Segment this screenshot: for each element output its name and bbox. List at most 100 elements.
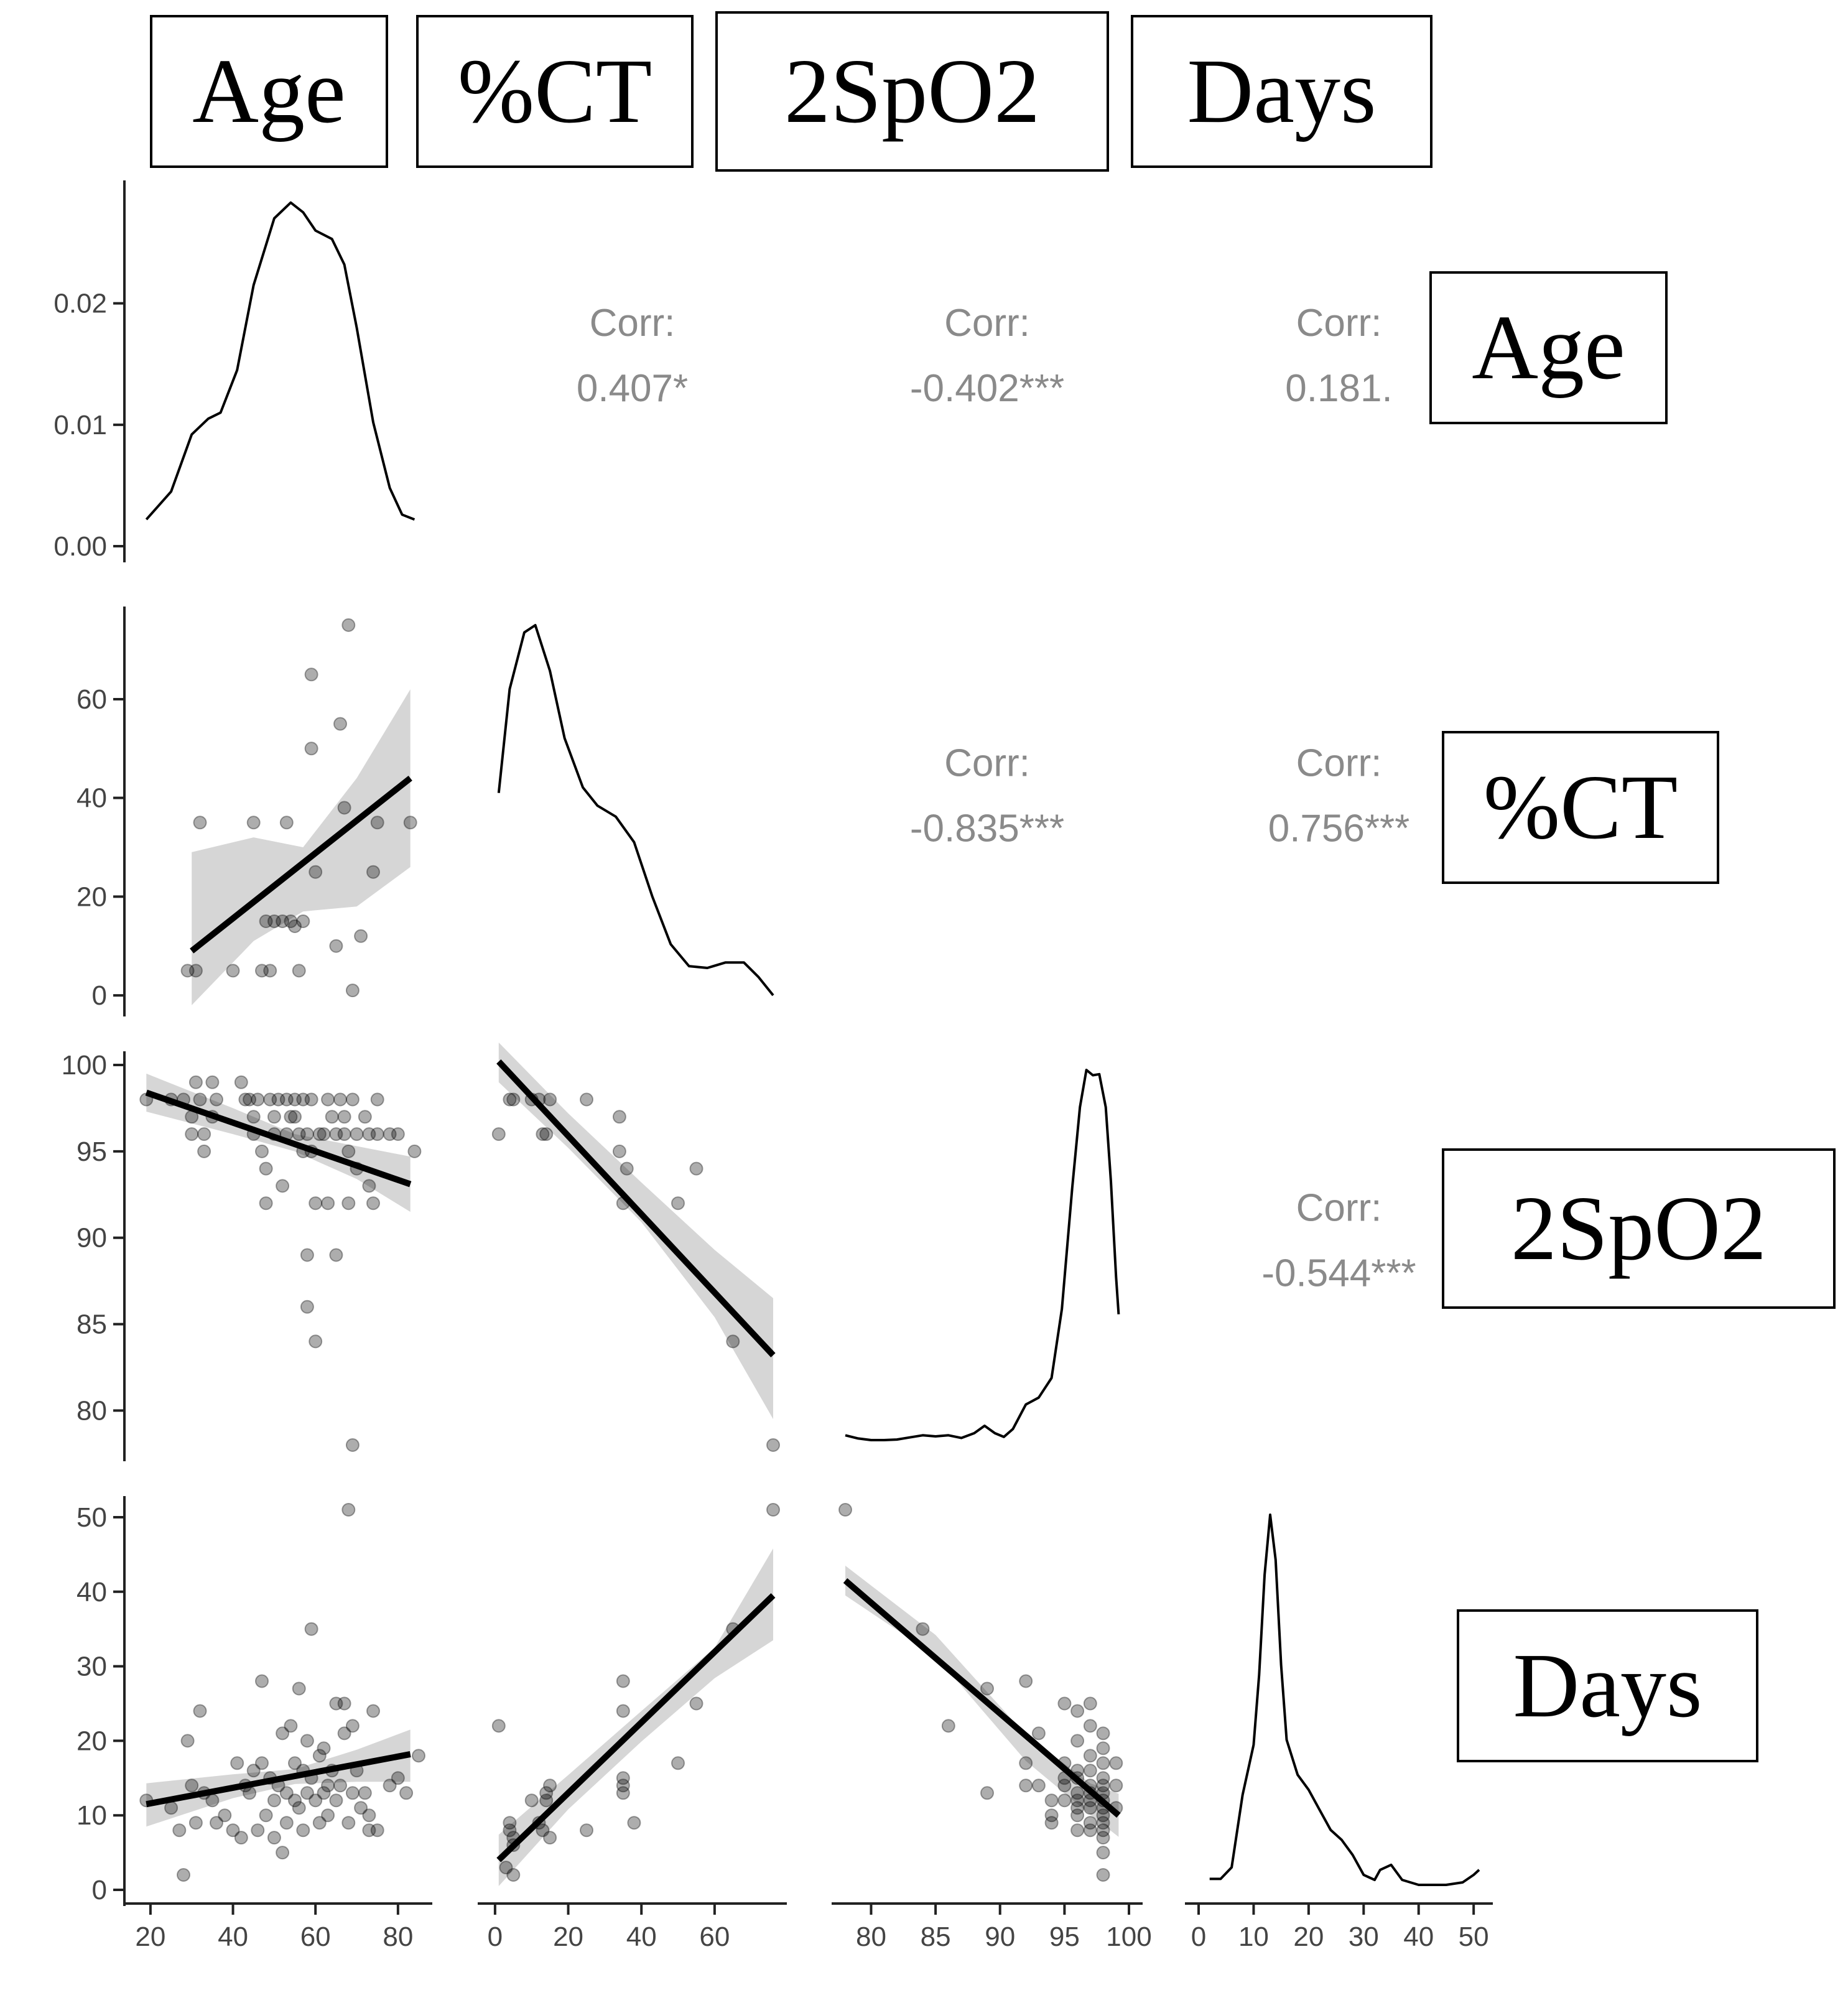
regression-line: [146, 1751, 411, 1808]
corr-label-age-days: Corr:: [1296, 302, 1382, 345]
data-point: [321, 1196, 335, 1211]
data-point: [300, 1127, 314, 1141]
corr-label-age-2spo2: Corr:: [944, 302, 1030, 345]
x-tick-label: 85: [921, 1922, 951, 1952]
data-point: [383, 1127, 397, 1141]
data-point: [312, 1816, 327, 1830]
column-header-age: Age: [150, 15, 388, 168]
data-point: [329, 1696, 343, 1711]
data-point: [1109, 1778, 1123, 1793]
corr-value-2spo2-days: -0.544***: [1261, 1252, 1416, 1295]
corr-label-2spo2-days: Corr:: [1296, 1187, 1382, 1230]
data-point: [491, 1127, 506, 1141]
data-point: [358, 1786, 372, 1800]
regression-line: [145, 1089, 412, 1188]
data-point: [284, 914, 298, 928]
data-point: [193, 1092, 207, 1107]
y-tick-label: 0.00: [53, 531, 107, 562]
data-point: [620, 1161, 634, 1176]
data-point: [671, 1756, 685, 1770]
data-point: [1044, 1816, 1059, 1830]
y-tick-label: 0: [92, 1875, 107, 1905]
data-point: [616, 1771, 630, 1785]
data-point: [267, 1793, 281, 1808]
data-point: [267, 1110, 281, 1124]
data-point: [383, 1778, 397, 1793]
corr-value-ct-days: 0.756***: [1268, 807, 1410, 850]
data-point: [312, 1749, 327, 1763]
y-tick-label: 90: [77, 1223, 107, 1253]
data-point: [325, 1110, 339, 1124]
data-point: [288, 919, 302, 933]
data-point: [317, 1786, 331, 1800]
data-point: [284, 1110, 298, 1124]
data-point: [407, 1144, 422, 1158]
scatter-panel-ct-2spo2: [491, 1042, 780, 1452]
data-point: [1019, 1674, 1033, 1688]
data-point: [499, 1861, 513, 1875]
data-point: [354, 1801, 368, 1815]
data-point: [1070, 1734, 1085, 1748]
data-point: [539, 1127, 554, 1141]
data-point: [309, 1793, 323, 1808]
corr-label-age-ct: Corr:: [590, 302, 676, 345]
data-point: [1096, 1756, 1110, 1770]
data-point: [226, 964, 240, 978]
data-point: [370, 1127, 384, 1141]
data-point: [345, 1786, 360, 1800]
x-tick-label: 80: [856, 1922, 886, 1952]
y-tick-label: 60: [77, 684, 107, 715]
data-point: [391, 1127, 405, 1141]
data-point: [616, 1674, 630, 1688]
data-point: [627, 1816, 641, 1830]
data-point: [193, 816, 207, 830]
y-tick-label: 100: [62, 1050, 107, 1081]
data-point: [1083, 1749, 1097, 1763]
data-point: [1031, 1778, 1046, 1793]
data-point: [197, 1144, 211, 1158]
data-point: [226, 1823, 240, 1838]
data-point: [1070, 1704, 1085, 1718]
data-point: [1057, 1696, 1072, 1711]
data-point: [309, 1334, 323, 1349]
x-tick-label: 30: [1349, 1922, 1379, 1952]
data-point: [255, 964, 269, 978]
data-point: [337, 801, 351, 815]
data-point: [1083, 1823, 1097, 1838]
data-point: [259, 1196, 273, 1211]
data-point: [1070, 1823, 1085, 1838]
y-tick-label: 20: [77, 881, 107, 912]
data-point: [838, 1503, 852, 1517]
regression-line: [496, 1593, 776, 1862]
data-point: [689, 1161, 703, 1176]
data-point: [1096, 1816, 1110, 1830]
scatter-panel-2spo2-days: [838, 1503, 1123, 1882]
data-point: [1044, 1808, 1059, 1823]
data-point: [1083, 1719, 1097, 1733]
data-point: [205, 1075, 220, 1089]
scatter-panel-age-days: [139, 1503, 425, 1882]
data-point: [1096, 1778, 1110, 1793]
y-tick-label: 0.02: [53, 289, 107, 319]
data-point: [276, 1846, 290, 1860]
data-point: [279, 1786, 294, 1800]
data-point: [288, 1092, 302, 1107]
data-point: [329, 939, 343, 953]
data-point: [210, 1092, 223, 1107]
data-point: [329, 1127, 343, 1141]
data-point: [321, 1808, 335, 1823]
data-point: [543, 1831, 557, 1845]
corr-value-age-ct: 0.407*: [577, 367, 688, 410]
data-point: [321, 1092, 335, 1107]
data-point: [1096, 1846, 1110, 1860]
confidence-band: [146, 1073, 411, 1212]
data-point: [300, 1786, 314, 1800]
data-point: [296, 914, 310, 928]
x-tick-label: 95: [1049, 1922, 1080, 1952]
data-point: [543, 1092, 557, 1107]
data-point: [234, 1075, 248, 1089]
data-point: [205, 1793, 220, 1808]
data-point: [1057, 1793, 1072, 1808]
data-point: [1096, 1823, 1110, 1838]
